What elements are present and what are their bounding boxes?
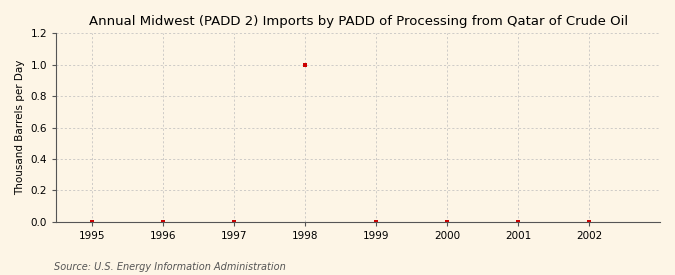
Text: Source: U.S. Energy Information Administration: Source: U.S. Energy Information Administ… bbox=[54, 262, 286, 272]
Title: Annual Midwest (PADD 2) Imports by PADD of Processing from Qatar of Crude Oil: Annual Midwest (PADD 2) Imports by PADD … bbox=[88, 15, 628, 28]
Y-axis label: Thousand Barrels per Day: Thousand Barrels per Day bbox=[15, 60, 25, 195]
